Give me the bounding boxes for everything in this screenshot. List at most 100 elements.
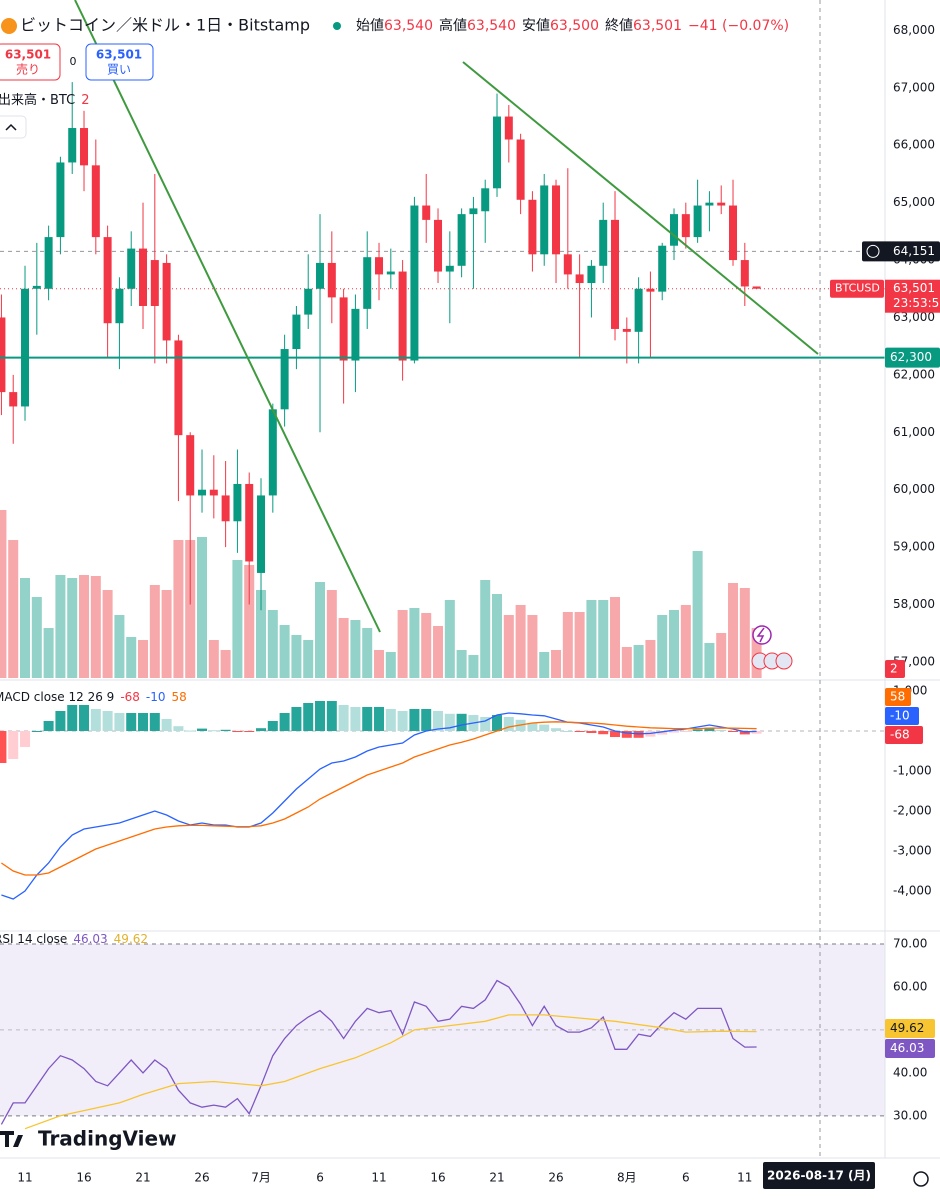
volume-bar [126, 637, 137, 678]
candle-body [434, 219, 443, 272]
volume-bar [456, 650, 467, 678]
volume-bar [43, 628, 54, 678]
sell-label: 売り [16, 62, 40, 77]
candle-body [32, 285, 41, 289]
macd-histogram-bar [692, 729, 703, 731]
x-tick-label: 26 [548, 1171, 563, 1185]
macd-histogram-bar [256, 728, 267, 731]
candle-body [68, 128, 77, 163]
candle-body [9, 392, 18, 407]
legend-value: -68 [120, 690, 140, 704]
candle-body [127, 248, 136, 289]
y-tick-label: -4,000 [893, 884, 932, 898]
candle-body [44, 237, 53, 289]
y-tick-label: 62,000 [893, 367, 935, 381]
candle-body [268, 409, 277, 496]
y-tick-label: -2,000 [893, 804, 932, 818]
event-flag[interactable] [775, 652, 793, 670]
settings-icon[interactable] [913, 1171, 929, 1187]
candle-body [209, 489, 218, 496]
x-tick-label: 6 [316, 1171, 324, 1185]
macd-line [1, 721, 757, 876]
candle-body [91, 165, 100, 238]
event-icon[interactable] [752, 625, 772, 645]
crosshair-date-bg [763, 1162, 875, 1189]
x-tick-label: 16 [430, 1171, 445, 1185]
candle-body [316, 262, 325, 289]
volume-bar [610, 597, 621, 678]
macd-histogram-bar [102, 711, 113, 731]
macd-histogram-bar [598, 731, 609, 735]
crosshair-price-bg [862, 241, 940, 262]
signal-value-bg [885, 688, 911, 706]
volume-bar [362, 628, 373, 678]
volume-bar [338, 618, 349, 678]
macd-histogram-bar [480, 717, 491, 731]
x-tick-label: 11 [371, 1171, 386, 1185]
volume-bar [102, 590, 113, 678]
volume-bar [267, 610, 278, 678]
macd-histogram-bar [385, 709, 396, 731]
volume-bar [598, 600, 609, 678]
candle-body [528, 199, 537, 255]
candle-body [80, 128, 89, 166]
candle-body [257, 495, 266, 573]
candle-body [103, 237, 112, 324]
candle-body [174, 340, 183, 436]
macd-histogram-bar [291, 707, 302, 731]
candle-body [139, 248, 148, 306]
macd-histogram-bar [374, 707, 385, 731]
y-tick-label: 70.00 [893, 937, 927, 951]
macd-histogram-bar [704, 727, 715, 731]
macd-histogram-bar [173, 726, 184, 731]
buy-price: 63,501 [96, 48, 142, 62]
macd-histogram-bar [161, 719, 172, 731]
candle-body [658, 245, 667, 292]
symbol-title: ビットコイン／米ドル・1日・Bitstamp [20, 16, 310, 35]
volume-bar [657, 615, 668, 678]
rsi-value-bg [885, 1039, 935, 1058]
status-dot [333, 22, 341, 30]
volume-bar [31, 597, 42, 678]
candle-body [386, 271, 395, 275]
y-tick-label: 30.00 [893, 1108, 927, 1122]
macd-histogram-bar [338, 705, 349, 731]
candle-body [611, 219, 620, 329]
volume-bar [232, 560, 243, 678]
candle-body [363, 257, 372, 309]
trend-line[interactable] [74, 0, 381, 633]
candle-body [587, 265, 596, 284]
candle-body [540, 185, 549, 255]
volume-bar [503, 615, 514, 678]
macd-histogram-bar [315, 701, 326, 731]
macd-histogram-bar [716, 730, 727, 731]
legend-value: -10 [146, 690, 166, 704]
volume-bar [692, 551, 703, 678]
signal-value: 58 [890, 690, 905, 704]
macd-histogram-bar [562, 731, 573, 732]
marks-layer [0, 82, 885, 1130]
rsi-ma-value: 49.62 [890, 1021, 924, 1035]
level-price: 62,300 [890, 350, 932, 364]
symbol-tag: BTCUSD [835, 282, 880, 295]
last-price-bg [885, 279, 940, 313]
buy-button[interactable] [85, 43, 154, 81]
macd-histogram-bar [444, 713, 455, 731]
macd-histogram-bar [220, 729, 231, 731]
candle-body [115, 288, 124, 324]
volume-bar [539, 652, 550, 678]
volume-bar [67, 578, 78, 678]
rsi-line [0, 979, 757, 1125]
trend-line[interactable] [462, 61, 819, 355]
macd-histogram-bar [433, 711, 444, 731]
macd-histogram-bar [244, 731, 255, 732]
macd-histogram-bar [503, 717, 514, 731]
volume-bar [315, 582, 326, 678]
macd-histogram-bar [232, 731, 243, 732]
candle-body [162, 262, 171, 341]
labels-layer: 57,00058,00059,00060,00061,00062,00063,0… [0, 23, 940, 1189]
candle-body [516, 139, 525, 200]
sell-button[interactable] [0, 43, 61, 81]
volume-bar [114, 615, 125, 678]
legend-value: 58 [172, 690, 187, 704]
